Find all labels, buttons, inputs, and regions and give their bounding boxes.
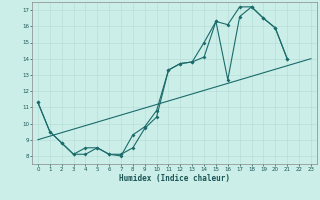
X-axis label: Humidex (Indice chaleur): Humidex (Indice chaleur) — [119, 174, 230, 183]
